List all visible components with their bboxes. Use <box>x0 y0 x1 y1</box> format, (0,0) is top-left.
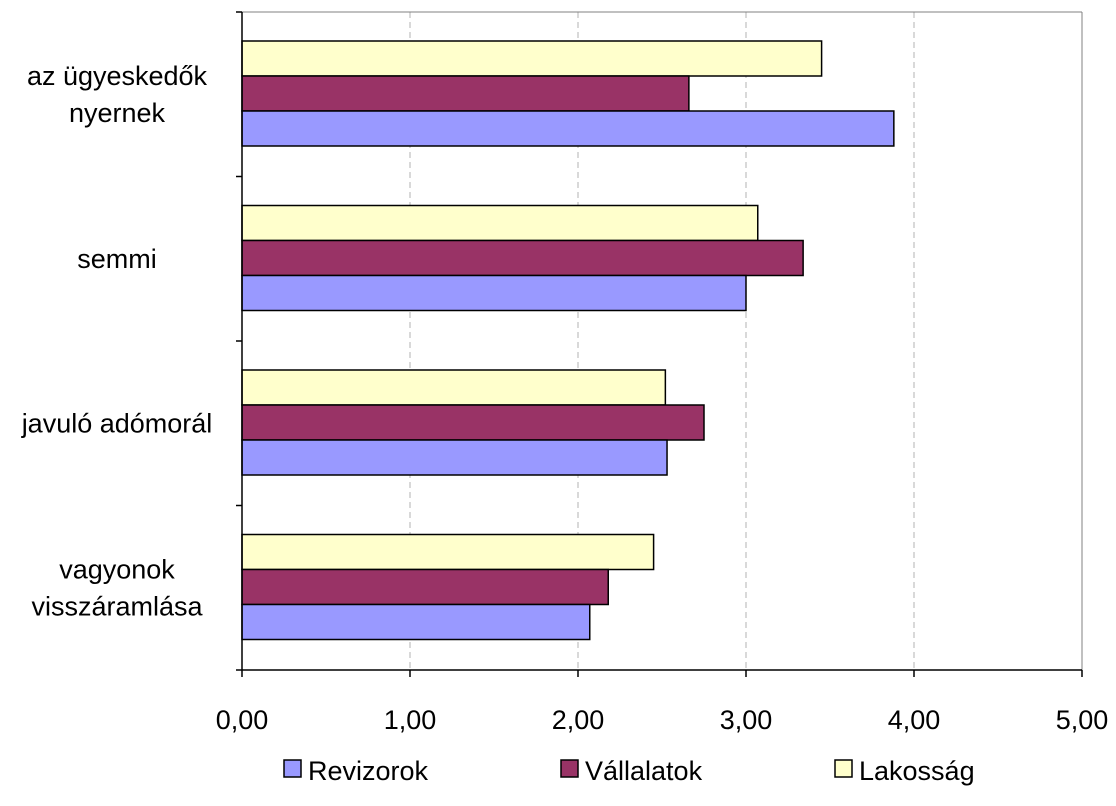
x-tick-label: 3,00 <box>720 705 773 735</box>
bar-revizorok-1 <box>241 274 747 312</box>
x-tick-label: 5,00 <box>1056 705 1109 735</box>
bar-lakosság-2 <box>241 369 667 406</box>
bar-lakosság-0 <box>241 40 823 77</box>
legend-swatch-revizorok <box>283 759 302 778</box>
category-label: az ügyeskedők nyernek <box>27 61 208 128</box>
bar-vállalatok-2 <box>241 404 705 441</box>
bar-revizorok-2 <box>241 439 668 476</box>
bar-vállalatok-1 <box>241 239 804 277</box>
bar-vállalatok-0 <box>241 75 690 112</box>
legend-label-vállalatok: Vállalatok <box>585 756 703 786</box>
category-label: semmi <box>77 244 157 274</box>
x-tick-label: 0,00 <box>216 705 269 735</box>
bar-vállalatok-3 <box>241 568 609 606</box>
legend-label-lakosság: Lakosság <box>859 756 975 786</box>
bar-revizorok-3 <box>241 603 591 641</box>
x-tick-label: 4,00 <box>888 705 941 735</box>
legend: Revizorok Vállalatok Lakosság <box>283 756 975 786</box>
legend-label-revizorok: Revizorok <box>308 756 429 786</box>
category-label: vagyonok visszáramlása <box>31 554 203 621</box>
x-tick-label: 1,00 <box>384 705 437 735</box>
legend-swatch-lakosság <box>834 759 853 778</box>
x-tick-label: 2,00 <box>552 705 605 735</box>
bar-revizorok-0 <box>241 110 895 147</box>
bar-lakosság-3 <box>241 533 655 571</box>
legend-swatch-vállalatok <box>560 759 579 778</box>
plot-area: az ügyeskedők nyernek semmi javuló adómorál… <box>21 11 1109 735</box>
bar-lakosság-1 <box>241 204 759 242</box>
category-label: javuló adómorál <box>21 408 213 438</box>
